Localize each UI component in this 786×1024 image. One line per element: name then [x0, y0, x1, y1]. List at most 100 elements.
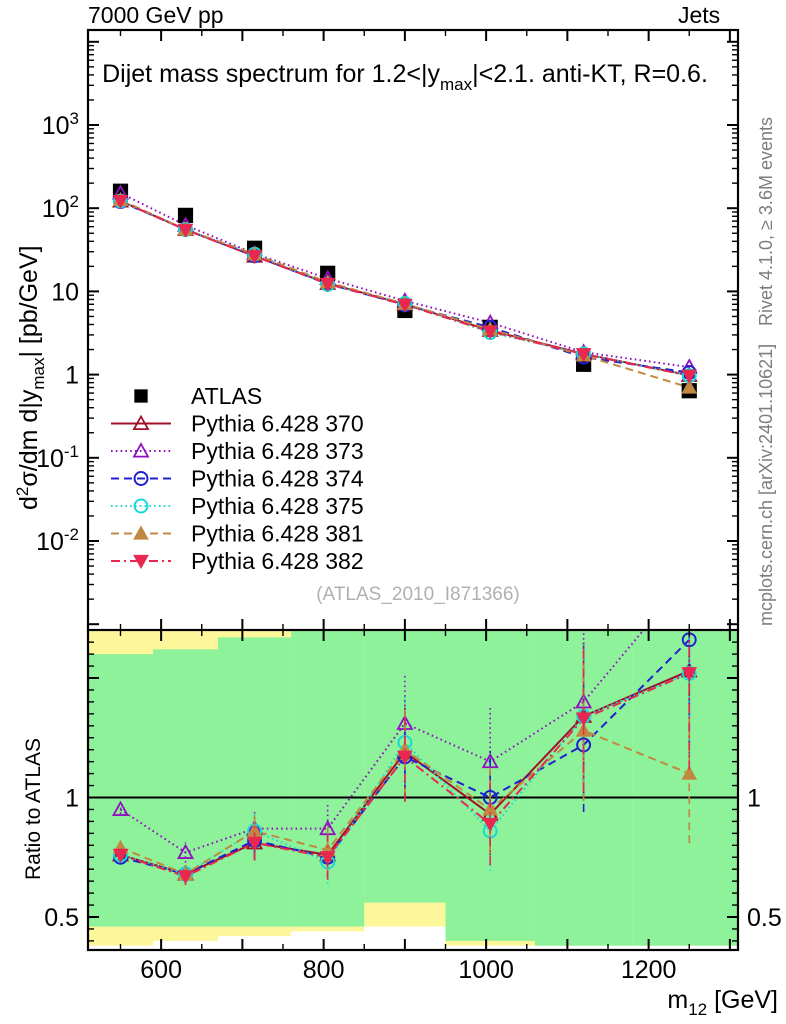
- band-green: [88, 654, 153, 927]
- x-tick-label: 1000: [458, 956, 514, 984]
- marker-triangle-down-filled: [397, 750, 413, 765]
- band-green: [218, 637, 292, 927]
- legend-item-6[interactable]: Pythia 6.428 382: [111, 548, 364, 574]
- series-line-pythia-6-428-375: [120, 200, 690, 377]
- ratio-y-tick-label-left: 0.5: [44, 904, 79, 932]
- main-y-tick-label: 10-2: [36, 525, 79, 556]
- svg-text:d2σ/dm d|ymax| [pb/GeV]: d2σ/dm d|ymax| [pb/GeV]: [13, 245, 46, 510]
- main-y-tick-label: 10-1: [36, 442, 79, 473]
- header-left: 7000 GeV pp: [88, 2, 224, 28]
- marker-square: [134, 389, 148, 403]
- series-markers-pythia-6-428-382: [112, 194, 698, 384]
- main-y-tick-label: 103: [42, 109, 79, 140]
- band-green: [632, 630, 738, 946]
- series-line-pythia-6-428-374: [120, 200, 690, 374]
- marker-triangle-down-filled: [482, 817, 499, 832]
- marker-circle: [133, 498, 149, 514]
- marker-triangle-down-filled: [575, 712, 592, 727]
- ratio-curves: [119, 630, 691, 878]
- main-panel: 103 102 10 1 10-1 10-2 Dijet mass spectrum for…: [36, 28, 740, 632]
- series-markers-pythia-6-428-374: [113, 194, 697, 380]
- header-right: Jets: [678, 2, 721, 28]
- main-y-tick-label: 10: [51, 278, 79, 306]
- legend-label: Pythia 6.428 375: [191, 493, 364, 519]
- main-y-ticks: [88, 40, 738, 626]
- ratio-error-bands: [88, 630, 738, 946]
- series-line-pythia-6-428-373: [120, 192, 690, 369]
- ratio-markers: [111, 630, 698, 886]
- marker-triangle-up-filled: [681, 765, 698, 780]
- ratio-y-tick-label-right: 1: [747, 785, 761, 813]
- ratio-y-tick-label-right: 0.5: [747, 904, 782, 932]
- x-tick-labels: 600 800 1000 1200: [140, 956, 676, 984]
- series-markers-pythia-6-428-370: [111, 192, 698, 382]
- main-curves: [120, 192, 690, 389]
- marker-triangle-down-filled: [246, 250, 263, 265]
- marker-triangle-down-filled: [133, 554, 149, 570]
- legend-label: ATLAS: [191, 383, 262, 409]
- legend-label: Pythia 6.428 370: [191, 411, 364, 437]
- series-markers-pythia-6-428-375: [113, 193, 697, 384]
- ratio-y-tick-label-left: 1: [65, 785, 79, 813]
- legend-item-1[interactable]: Pythia 6.428 370: [111, 411, 364, 437]
- ratio-y-tick-labels: 22110.50.5: [44, 785, 782, 933]
- x-tick-label: 600: [140, 956, 182, 984]
- legend-label: Pythia 6.428 382: [191, 548, 364, 574]
- marker-square: [177, 207, 194, 223]
- ratio-frame-rect: [86, 630, 740, 952]
- svg-text:m12 [GeV]: m12 [GeV]: [667, 986, 778, 1019]
- main-ylabel: d2σ/dm d|ymax| [pb/GeV]: [6, 30, 46, 630]
- marker-triangle-down-filled: [319, 277, 336, 292]
- ratio-line-pythia-6-428-382: [120, 672, 690, 878]
- legend-item-5[interactable]: Pythia 6.428 381: [111, 521, 364, 547]
- marker-triangle-down-filled: [681, 667, 698, 682]
- ratio-line-pythia-6-428-381: [120, 729, 690, 876]
- series-line-pythia-6-428-382: [120, 200, 690, 377]
- marker-triangle-down-filled: [177, 870, 194, 885]
- series-markers-pythia-6-428-373: [111, 184, 698, 374]
- main-markers: [111, 184, 698, 394]
- main-frame-rect: [86, 28, 740, 632]
- main-x-ticks: [119, 30, 731, 630]
- x-tick-label: 1200: [621, 956, 677, 984]
- main-y-tick-label: 102: [42, 192, 79, 223]
- marker-triangle-down-filled: [112, 194, 129, 210]
- marker-triangle-down-filled: [112, 848, 129, 863]
- ratio-ylabel: Ratio to ATLAS: [14, 630, 50, 950]
- main-y-tick-label: 1: [65, 362, 79, 390]
- ratio-line-pythia-6-428-374: [120, 639, 691, 876]
- ratio-y-ticks: [88, 641, 738, 942]
- ratio-ylabel-text: Ratio to ATLAS: [22, 738, 45, 880]
- marker-triangle-up: [111, 800, 130, 816]
- dataset-watermark: (ATLAS_2010_I871366): [316, 584, 520, 605]
- marker-circle: [133, 471, 149, 486]
- mcplots-credit: mcplots.cern.ch [arXiv:2401.10621]: [746, 330, 786, 630]
- legend-label: Pythia 6.428 374: [191, 466, 364, 492]
- legend-item-2[interactable]: Pythia 6.428 373: [111, 438, 364, 464]
- marker-triangle-down-filled: [681, 369, 698, 384]
- marker-triangle-up-filled: [681, 379, 698, 394]
- marker-triangle-down-filled: [177, 223, 194, 238]
- legend-label: Pythia 6.428 373: [191, 438, 364, 464]
- legend-item-4[interactable]: Pythia 6.428 375: [111, 493, 364, 519]
- marker-triangle-down-filled: [319, 851, 336, 866]
- xaxis-label: m12 [GeV]: [600, 978, 780, 1020]
- legend-item-3[interactable]: Pythia 6.428 374: [111, 466, 364, 492]
- ratio-series-pythia-6-428-382: [112, 630, 698, 886]
- marker-triangle-down-filled: [482, 325, 499, 340]
- marker-triangle-down-filled: [397, 298, 413, 313]
- band-green: [291, 630, 365, 927]
- series-line-pythia-6-428-370: [120, 200, 690, 377]
- svg-text:Rivet 4.1.0, ≥ 3.6M events: Rivet 4.1.0, ≥ 3.6M events: [756, 117, 776, 326]
- main-title: Dijet mass spectrum for 1.2<|ymax|<2.1. …: [102, 60, 708, 94]
- marker-triangle-up-filled: [482, 801, 499, 816]
- marker-triangle-up-filled: [133, 525, 149, 540]
- marker-triangle-up: [132, 442, 150, 458]
- legend-item-0[interactable]: ATLAS: [134, 383, 262, 409]
- legend-label: Pythia 6.428 381: [191, 521, 364, 547]
- ratio-x-ticks: [119, 630, 731, 950]
